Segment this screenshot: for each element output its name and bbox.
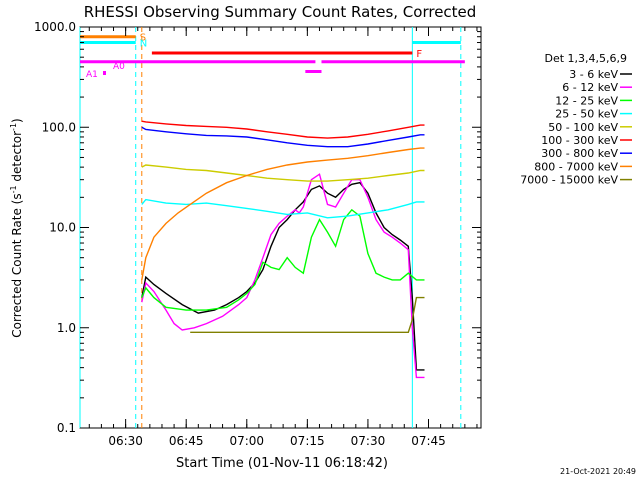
legend-label-5: 100 - 300 keV bbox=[541, 134, 618, 147]
series-line-2 bbox=[141, 208, 425, 311]
flag-text-a0: A0 bbox=[113, 62, 125, 72]
flag-text-a1: A1 bbox=[86, 70, 98, 80]
series-line-6 bbox=[141, 126, 425, 148]
x-tick-label-3: 07:15 bbox=[290, 434, 325, 448]
y-tick-label-2: 10.0 bbox=[49, 221, 76, 235]
series-line-0 bbox=[141, 181, 425, 371]
legend-label-4: 50 - 100 keV bbox=[548, 121, 618, 134]
flag-label-s: S bbox=[140, 33, 146, 44]
chart-title: RHESSI Observing Summary Count Rates, Co… bbox=[84, 3, 477, 21]
x-tick-label-1: 06:45 bbox=[169, 434, 204, 448]
legend-label-3: 25 - 50 keV bbox=[555, 108, 618, 121]
y-tick-label-4: 1000.0 bbox=[34, 20, 76, 34]
legend-label-6: 300 - 800 keV bbox=[541, 147, 618, 160]
y-tick-label-0: 0.1 bbox=[57, 421, 76, 435]
series-line-7 bbox=[141, 147, 425, 281]
series-line-4 bbox=[141, 164, 425, 182]
series-line-5 bbox=[141, 120, 425, 139]
y-tick-label-1: 1.0 bbox=[57, 321, 76, 335]
plot-frame bbox=[79, 26, 482, 429]
x-tick-label-2: 07:00 bbox=[229, 434, 264, 448]
x-axis-ticks: 06:30 06:45 07:00 07:15 07:30 07:45 bbox=[88, 27, 478, 448]
flag-a1-marker bbox=[103, 71, 106, 75]
timestamp: 21-Oct-2021 20:49 bbox=[560, 467, 636, 476]
legend-label-2: 12 - 25 keV bbox=[555, 94, 618, 107]
x-tick-label-0: 06:30 bbox=[108, 434, 143, 448]
legend-label-8: 7000 - 15000 keV bbox=[520, 174, 618, 187]
legend-label-1: 6 - 12 keV bbox=[562, 81, 618, 94]
flag-label-f: F bbox=[416, 49, 422, 60]
x-tick-label-4: 07:30 bbox=[351, 434, 386, 448]
series-lines bbox=[141, 120, 425, 379]
legend-label-0: 3 - 6 keV bbox=[569, 68, 618, 81]
series-line-3 bbox=[141, 198, 425, 219]
series-line-8 bbox=[190, 296, 425, 333]
legend-title: Det 1,3,4,5,6,9 bbox=[544, 52, 627, 65]
x-axis-label: Start Time (01-Nov-11 06:18:42) bbox=[176, 456, 388, 471]
x-tick-label-5: 07:45 bbox=[411, 434, 446, 448]
legend-label-7: 800 - 7000 keV bbox=[534, 160, 618, 173]
y-axis-ticks: 0.1 1.0 10.0 100.0 1000.0 bbox=[34, 20, 481, 435]
status-flags: SN F bbox=[80, 33, 465, 73]
y-axis-label: Corrected Count Rate (s-1 detector-1) bbox=[9, 118, 24, 337]
vertical-markers bbox=[79, 27, 462, 428]
y-tick-label-3: 100.0 bbox=[42, 120, 76, 134]
flag-label-n: N bbox=[140, 39, 147, 50]
